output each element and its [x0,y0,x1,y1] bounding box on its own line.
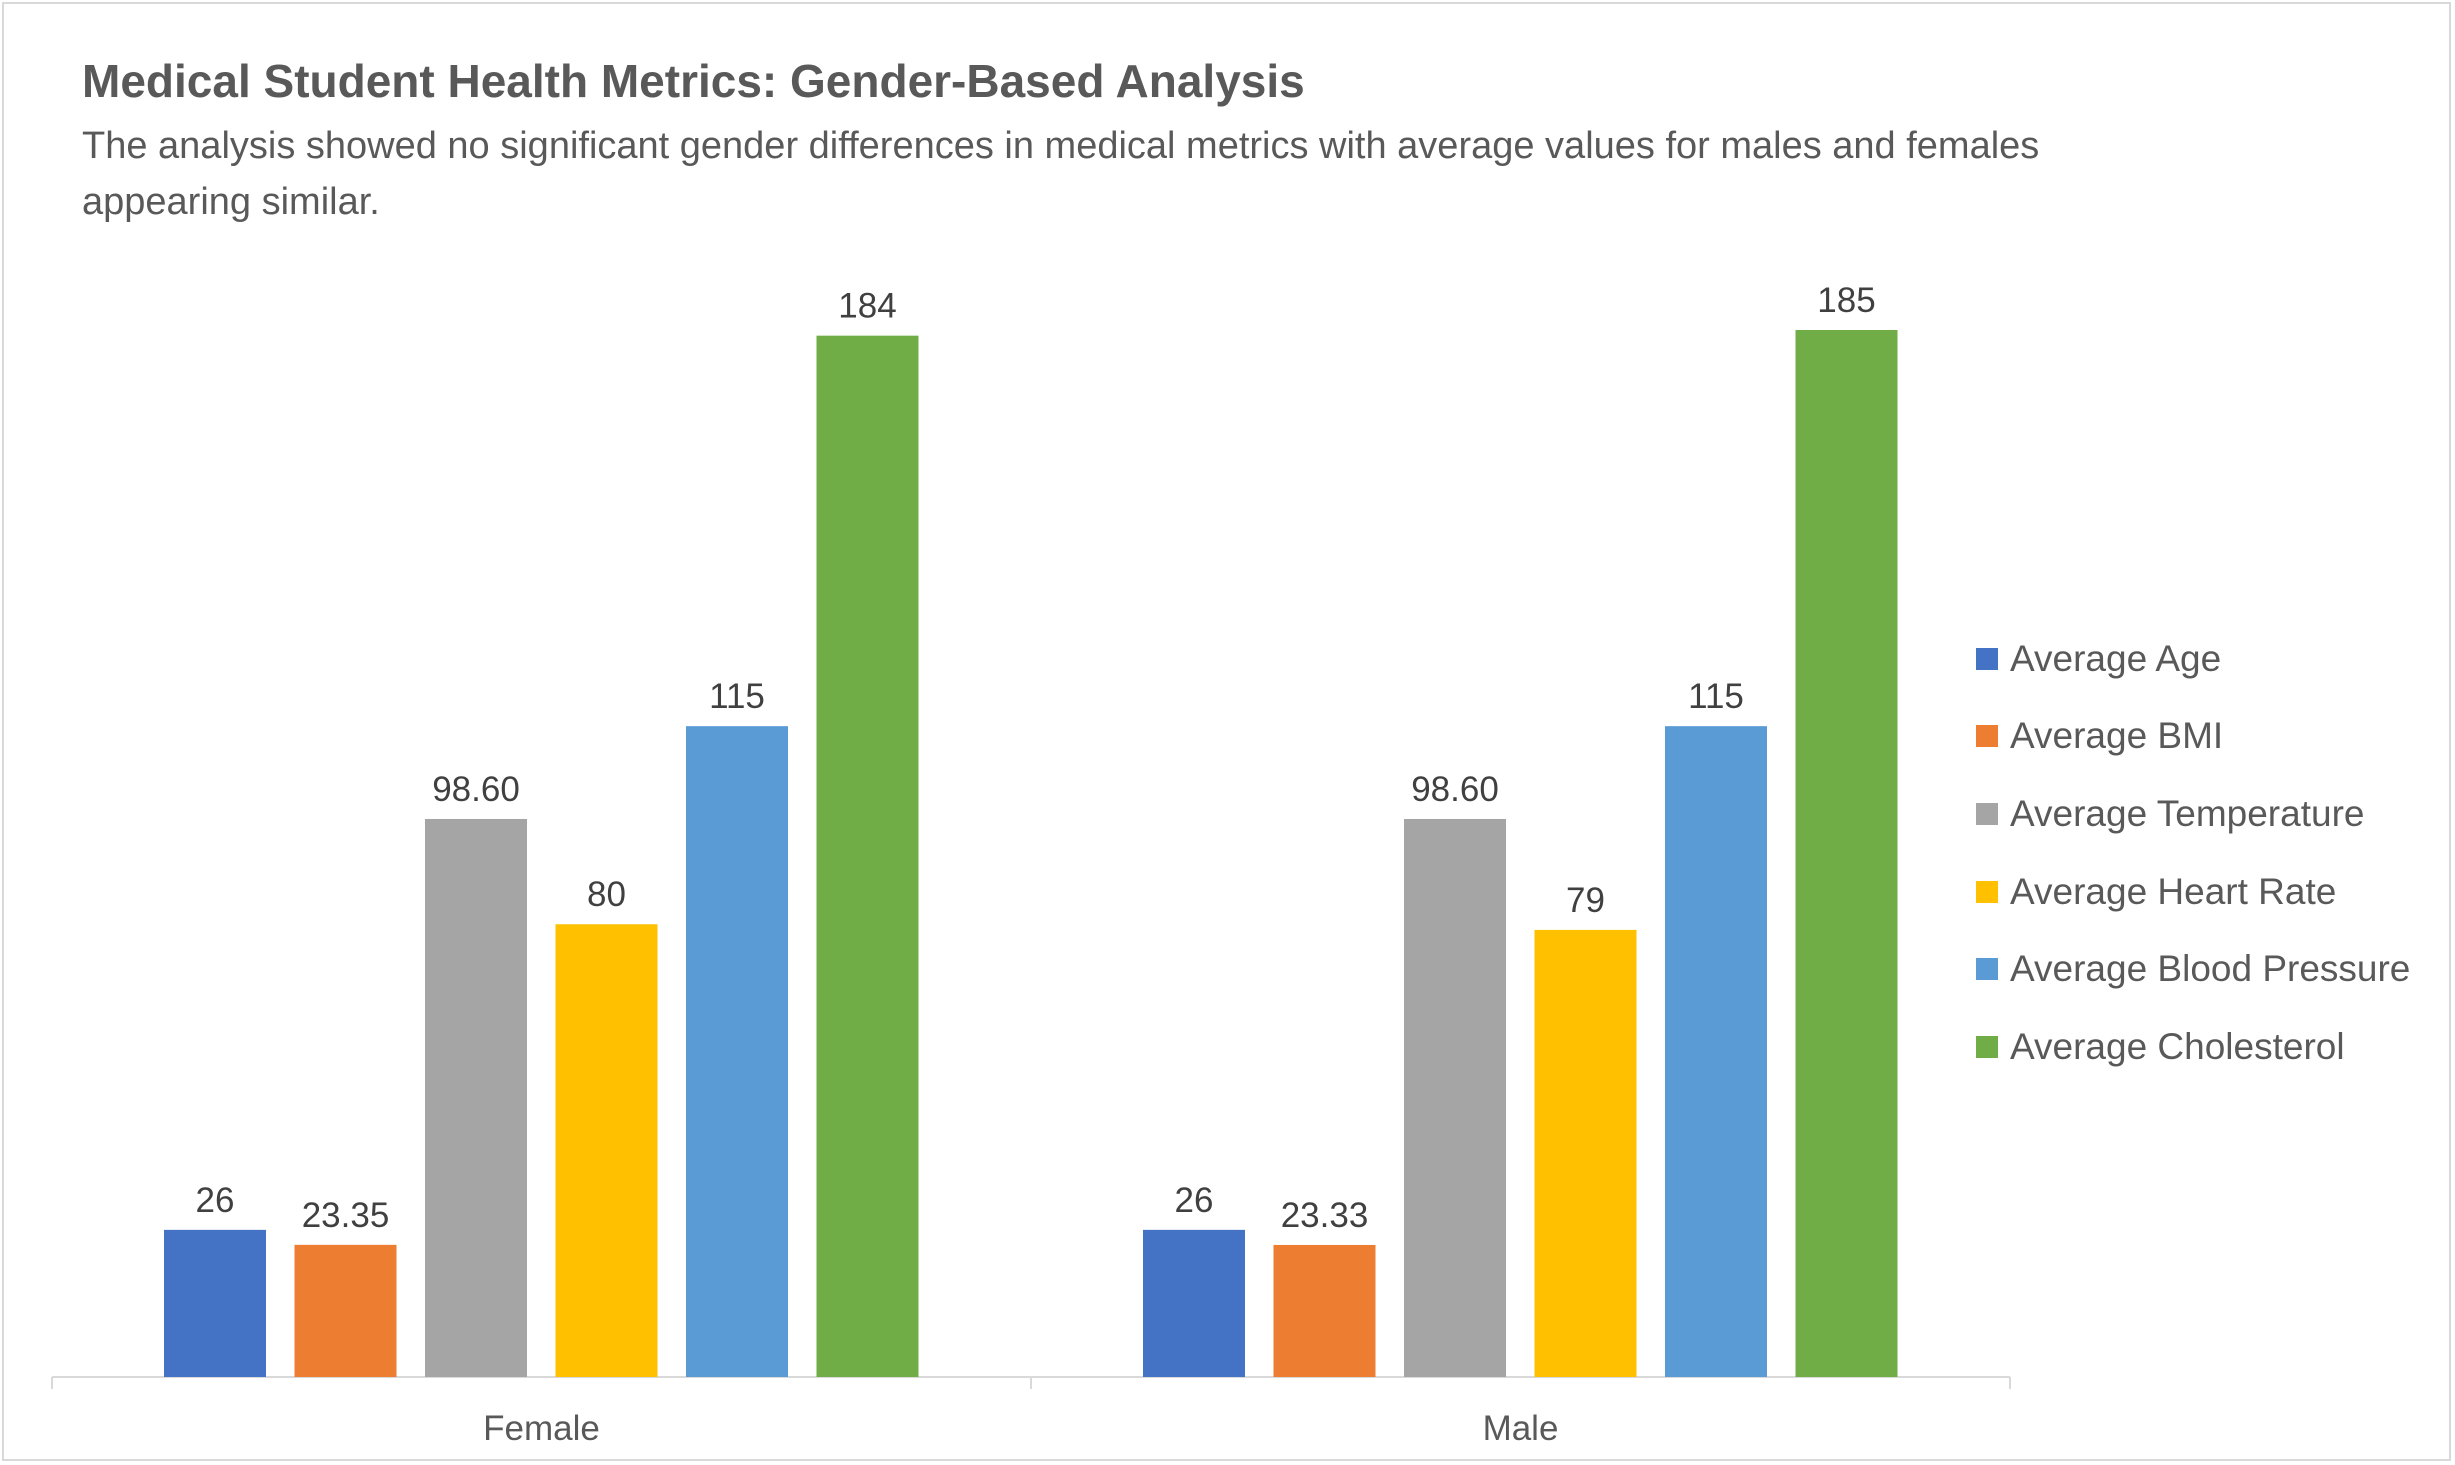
legend-label: Average Age [2010,638,2221,680]
data-label: 26 [196,1181,235,1220]
data-label: 115 [709,677,765,716]
legend-label: Average Blood Pressure [2010,948,2410,990]
data-label: 98.60 [432,770,520,809]
bar [425,819,527,1377]
bar [1665,726,1767,1377]
category-label: Male [1483,1409,1559,1448]
legend-item: Average Cholesterol [1976,1008,2410,1086]
chart-legend: Average Age Average BMI Average Temperatur… [1976,620,2410,1086]
bar [1404,819,1506,1377]
data-label: 26 [1175,1181,1214,1220]
data-label: 115 [1688,677,1744,716]
bar [1143,1230,1245,1377]
category-label: Female [483,1409,600,1448]
data-label: 98.60 [1411,770,1499,809]
bar [686,726,788,1377]
legend-label: Average BMI [2010,715,2223,757]
legend-swatch [1976,881,1998,903]
legend-label: Average Temperature [2010,793,2364,835]
bar [164,1230,266,1377]
bar [556,924,658,1377]
bar [1535,930,1637,1377]
legend-item: Average Blood Pressure [1976,930,2410,1008]
legend-item: Average BMI [1976,698,2410,776]
data-label: 185 [1817,281,1875,320]
legend-item: Average Heart Rate [1976,853,2410,931]
legend-label: Average Heart Rate [2010,871,2336,913]
legend-swatch [1976,648,1998,670]
data-label: 80 [587,875,626,914]
bar [1796,330,1898,1377]
bar [1274,1245,1376,1377]
data-label: 79 [1566,881,1605,920]
legend-swatch [1976,958,1998,980]
legend-swatch [1976,1036,1998,1058]
bar [817,336,919,1377]
data-label: 184 [838,287,896,326]
data-label: 23.33 [1281,1196,1369,1235]
legend-swatch [1976,803,1998,825]
legend-label: Average Cholesterol [2010,1026,2345,1068]
bar [295,1245,397,1377]
legend-item: Average Age [1976,620,2410,698]
data-label: 23.35 [302,1196,390,1235]
legend-swatch [1976,725,1998,747]
legend-item: Average Temperature [1976,775,2410,853]
